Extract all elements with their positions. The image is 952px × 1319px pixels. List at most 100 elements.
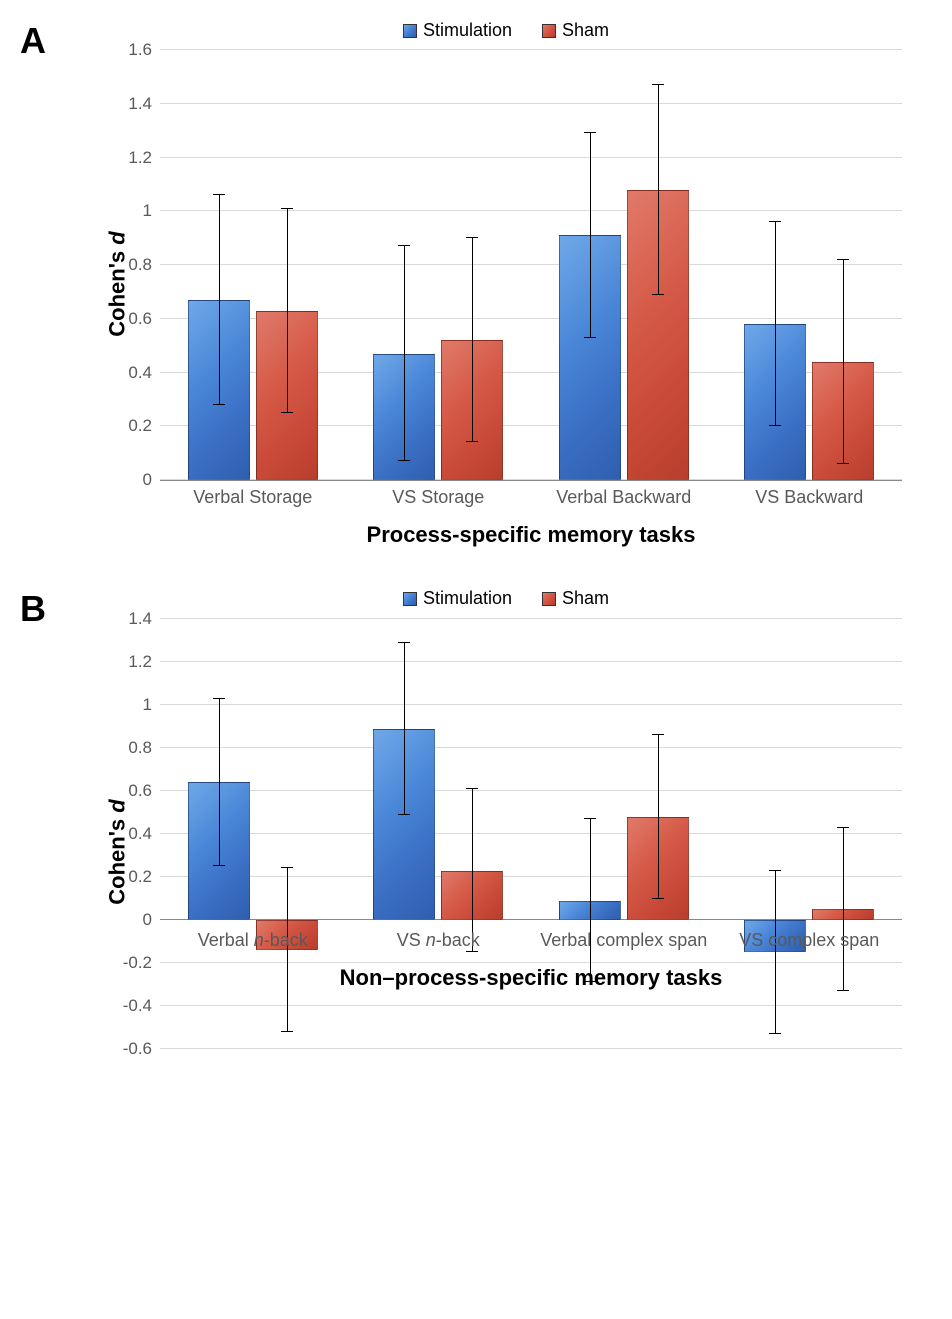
error-bar [775, 871, 776, 1034]
y-tick-label: 1 [143, 695, 152, 715]
x-tick-label: Verbal n-back [160, 924, 346, 951]
error-bar-cap-top [398, 642, 410, 643]
legend-swatch-sham [542, 24, 556, 38]
panel-b: B Stimulation Sham Cohen's d -0.6 -0.4 -0.… [20, 588, 902, 1116]
error-bar-cap-bottom [466, 951, 478, 952]
y-tick-label: 0 [143, 470, 152, 490]
legend-label-stimulation-b: Stimulation [423, 588, 512, 609]
y-tick-label: 0.8 [128, 255, 152, 275]
y-tick-label: 0.4 [128, 824, 152, 844]
error-bar-cap-bottom [769, 425, 781, 426]
legend-item-stimulation-b: Stimulation [403, 588, 512, 609]
error-bar [843, 260, 844, 464]
panel-a-x-title: Process-specific memory tasks [160, 522, 902, 548]
error-bar-cap-bottom [398, 814, 410, 815]
y-tick-label: 1.6 [128, 40, 152, 60]
y-tick-label: 1.4 [128, 609, 152, 629]
y-tick-label: 0.6 [128, 309, 152, 329]
error-bar [658, 85, 659, 295]
error-bar [472, 238, 473, 442]
error-bar-cap-bottom [837, 463, 849, 464]
error-bar [658, 735, 659, 898]
error-bar-cap-top [398, 245, 410, 246]
legend-label-stimulation: Stimulation [423, 20, 512, 41]
error-bar [775, 222, 776, 426]
bar-slot [812, 51, 874, 480]
panel-b-legend: Stimulation Sham [110, 588, 902, 609]
y-tick-label: -0.6 [123, 1039, 152, 1059]
y-tick-label: 1.2 [128, 652, 152, 672]
panel-b-y-title: Cohen's d [105, 799, 131, 904]
x-tick-label: Verbal complex span [531, 924, 717, 951]
error-bar-cap-bottom [398, 460, 410, 461]
bars-row [160, 51, 902, 480]
panel-a-x-labels: Verbal StorageVS StorageVerbal BackwardV… [160, 481, 902, 508]
error-bar [404, 246, 405, 461]
legend-swatch-stimulation-b [403, 592, 417, 606]
legend-swatch-sham-b [542, 592, 556, 606]
error-bar [404, 643, 405, 815]
error-bar-cap-top [213, 698, 225, 699]
error-bar-cap-bottom [213, 865, 225, 866]
error-bar [590, 819, 591, 982]
bar-slot [559, 51, 621, 480]
grid-line [160, 49, 902, 50]
error-bar-cap-bottom [769, 1033, 781, 1034]
bar-slot [188, 51, 250, 480]
bar-slot [744, 51, 806, 480]
error-bar-cap-top [769, 221, 781, 222]
panel-b-x-labels: Verbal n-backVS n-backVerbal complex spa… [160, 924, 902, 951]
bar-group [346, 51, 532, 480]
error-bar-cap-top [281, 208, 293, 209]
panel-a-legend: Stimulation Sham [110, 20, 902, 41]
error-bar [219, 699, 220, 867]
error-bar-cap-bottom [213, 404, 225, 405]
y-tick-label: 0.2 [128, 416, 152, 436]
panel-a-label: A [20, 20, 46, 62]
error-bar-cap-bottom [584, 337, 596, 338]
panel-a: A Stimulation Sham Cohen's d 00.20.40.60… [20, 20, 902, 548]
bar-slot [373, 51, 435, 480]
y-tick-label: 1 [143, 201, 152, 221]
y-tick-label: -0.4 [123, 996, 152, 1016]
bar-slot [627, 51, 689, 480]
error-bar-cap-bottom [466, 441, 478, 442]
error-bar-cap-bottom [281, 1031, 293, 1032]
panel-a-chart: Stimulation Sham Cohen's d 00.20.40.60.8… [110, 20, 902, 548]
panel-b-chart: Stimulation Sham Cohen's d -0.6-0.4-0.20… [110, 588, 902, 1116]
legend-label-sham-b: Sham [562, 588, 609, 609]
error-bar-cap-bottom [652, 898, 664, 899]
y-tick-label: -0.2 [123, 953, 152, 973]
legend-swatch-stimulation [403, 24, 417, 38]
y-tick-label: 1.4 [128, 94, 152, 114]
error-bar-cap-top [281, 867, 293, 868]
x-tick-label: VS complex span [717, 924, 903, 951]
error-bar-cap-top [213, 194, 225, 195]
error-bar-cap-top [769, 870, 781, 871]
error-bar [219, 195, 220, 405]
x-tick-label: VS n-back [346, 924, 532, 951]
error-bar-cap-top [837, 259, 849, 260]
legend-item-sham-b: Sham [542, 588, 609, 609]
y-tick-label: 0.4 [128, 363, 152, 383]
panel-a-plot-area: 00.20.40.60.811.21.41.6 [160, 51, 902, 481]
x-tick-label: VS Storage [346, 481, 532, 508]
legend-item-stimulation: Stimulation [403, 20, 512, 41]
x-tick-label: VS Backward [717, 481, 903, 508]
error-bar-cap-top [466, 788, 478, 789]
panel-a-y-title: Cohen's d [105, 231, 131, 336]
error-bar-cap-top [466, 237, 478, 238]
bar-slot [441, 51, 503, 480]
legend-label-sham: Sham [562, 20, 609, 41]
panel-b-label: B [20, 588, 46, 630]
y-tick-label: 0.8 [128, 738, 152, 758]
error-bar-cap-bottom [652, 294, 664, 295]
figure: A Stimulation Sham Cohen's d 00.20.40.60… [0, 0, 952, 1176]
y-tick-label: 0.6 [128, 781, 152, 801]
error-bar-cap-top [584, 132, 596, 133]
y-tick-label: 1.2 [128, 148, 152, 168]
error-bar-cap-top [652, 734, 664, 735]
bar-group [717, 51, 903, 480]
y-tick-label: 0 [143, 910, 152, 930]
y-tick-label: 0.2 [128, 867, 152, 887]
